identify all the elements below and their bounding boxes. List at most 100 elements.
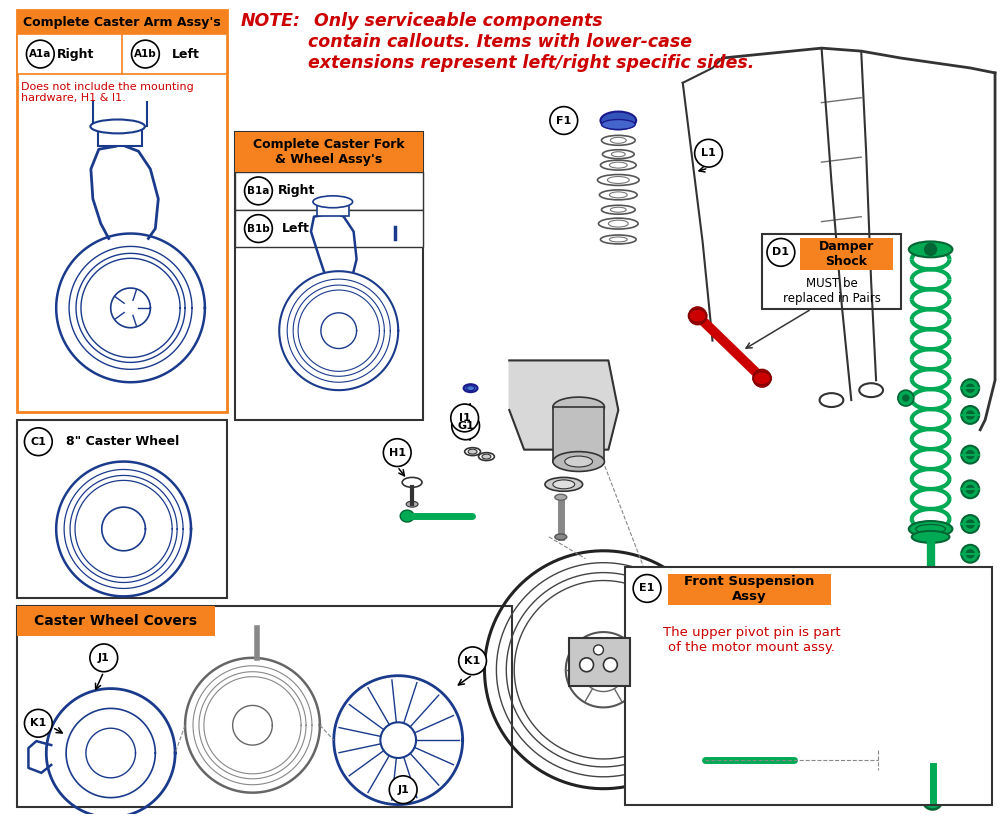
Ellipse shape	[609, 162, 627, 168]
Ellipse shape	[389, 200, 401, 204]
Text: Complete Caster Arm Assy's: Complete Caster Arm Assy's	[23, 16, 220, 29]
Ellipse shape	[90, 119, 145, 133]
Circle shape	[389, 775, 417, 803]
Circle shape	[964, 618, 980, 634]
Text: Complete Caster Fork
& Wheel Assy's: Complete Caster Fork & Wheel Assy's	[253, 138, 405, 166]
Bar	[569, 638, 630, 685]
Ellipse shape	[909, 521, 952, 537]
Ellipse shape	[389, 236, 401, 242]
Bar	[762, 233, 901, 309]
Circle shape	[964, 774, 976, 786]
Text: K1: K1	[464, 656, 481, 666]
Bar	[235, 209, 423, 247]
Circle shape	[101, 743, 121, 763]
Text: Left: Left	[282, 222, 310, 235]
Ellipse shape	[389, 191, 402, 196]
Circle shape	[961, 515, 979, 533]
Circle shape	[966, 550, 974, 558]
Circle shape	[90, 644, 118, 672]
Text: I1: I1	[459, 413, 471, 423]
Bar	[98, 127, 142, 146]
Ellipse shape	[599, 190, 637, 200]
Circle shape	[34, 756, 39, 761]
Circle shape	[31, 753, 41, 763]
Text: C1: C1	[30, 437, 46, 447]
Circle shape	[961, 480, 979, 498]
Text: Right: Right	[277, 184, 315, 197]
Ellipse shape	[406, 501, 418, 507]
Ellipse shape	[383, 217, 407, 227]
Ellipse shape	[610, 207, 626, 212]
Ellipse shape	[820, 393, 843, 407]
Circle shape	[967, 777, 973, 783]
Circle shape	[134, 525, 141, 533]
Bar	[17, 420, 227, 598]
Ellipse shape	[601, 135, 635, 146]
Circle shape	[452, 412, 480, 440]
Circle shape	[753, 370, 771, 387]
Circle shape	[923, 789, 942, 810]
Ellipse shape	[608, 220, 628, 227]
Ellipse shape	[600, 160, 636, 170]
Circle shape	[603, 658, 617, 672]
Circle shape	[451, 404, 479, 432]
Text: J1: J1	[98, 653, 110, 663]
Ellipse shape	[479, 452, 494, 461]
Circle shape	[966, 451, 974, 459]
Circle shape	[903, 395, 909, 401]
Text: Damper
Shock: Damper Shock	[819, 240, 874, 268]
Ellipse shape	[382, 177, 408, 187]
Circle shape	[633, 574, 661, 602]
Circle shape	[966, 411, 974, 419]
Circle shape	[383, 438, 411, 466]
Circle shape	[284, 340, 294, 350]
Ellipse shape	[555, 534, 567, 540]
Text: B1a: B1a	[247, 186, 270, 196]
Circle shape	[898, 390, 914, 406]
Ellipse shape	[468, 449, 477, 454]
Circle shape	[949, 760, 959, 770]
Ellipse shape	[389, 179, 402, 184]
Text: F1: F1	[556, 115, 571, 125]
Circle shape	[115, 520, 133, 538]
Text: A1a: A1a	[29, 49, 52, 59]
Text: K1: K1	[30, 718, 46, 728]
Text: Front Suspension
Assy: Front Suspension Assy	[684, 575, 815, 604]
Ellipse shape	[602, 150, 634, 159]
Ellipse shape	[597, 174, 639, 186]
Ellipse shape	[400, 510, 414, 522]
Ellipse shape	[389, 219, 401, 224]
Bar	[317, 202, 349, 216]
Bar	[17, 34, 227, 74]
Circle shape	[447, 680, 463, 695]
Circle shape	[956, 598, 972, 614]
Circle shape	[919, 577, 942, 600]
Bar	[17, 11, 227, 34]
Bar	[235, 172, 423, 209]
Bar	[235, 133, 423, 172]
Circle shape	[459, 647, 486, 675]
Text: H1: H1	[389, 447, 406, 457]
Text: 8" Caster Wheel: 8" Caster Wheel	[66, 435, 179, 448]
Text: Only serviceable components
contain callouts. Items with lower-case
extensions r: Only serviceable components contain call…	[308, 12, 754, 72]
Text: MUST be
replaced in Pairs: MUST be replaced in Pairs	[783, 277, 880, 305]
Ellipse shape	[598, 218, 638, 229]
Bar	[553, 407, 604, 461]
Ellipse shape	[90, 92, 145, 110]
Ellipse shape	[154, 764, 166, 772]
Ellipse shape	[464, 384, 478, 392]
Circle shape	[929, 796, 937, 803]
Ellipse shape	[915, 590, 950, 603]
Circle shape	[390, 732, 406, 748]
Ellipse shape	[91, 797, 100, 808]
Ellipse shape	[56, 734, 67, 742]
Circle shape	[767, 239, 795, 266]
Text: E1: E1	[639, 583, 655, 593]
Text: G1: G1	[457, 420, 474, 431]
Text: NOTE:: NOTE:	[241, 12, 301, 30]
Circle shape	[594, 645, 603, 655]
Bar	[668, 573, 831, 605]
Circle shape	[966, 485, 974, 493]
Ellipse shape	[859, 383, 883, 397]
Ellipse shape	[465, 447, 481, 456]
